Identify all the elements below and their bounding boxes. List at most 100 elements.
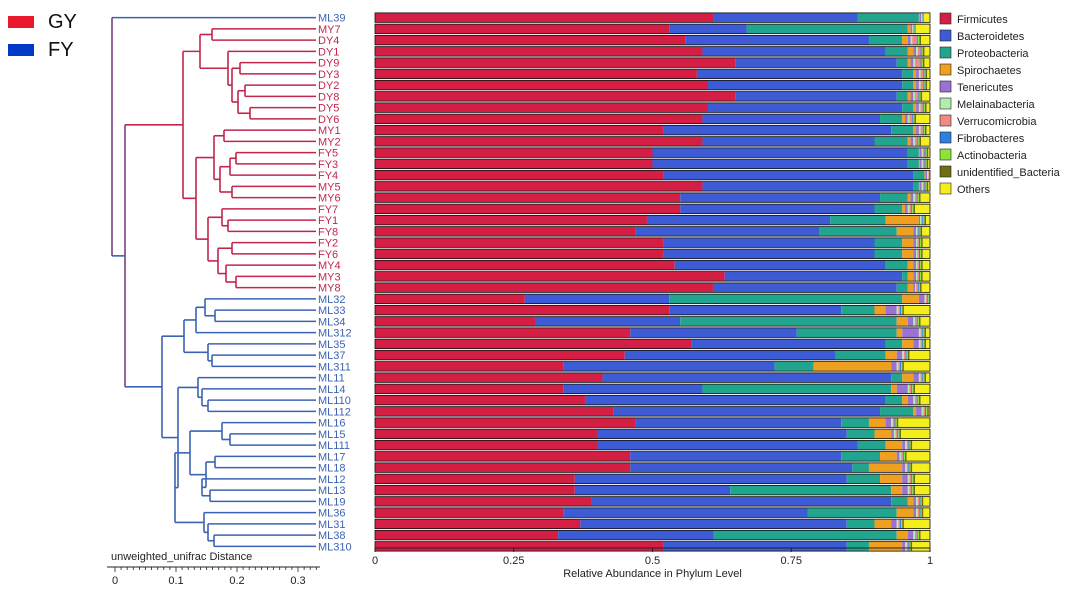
bar-segment-others-fill — [923, 462, 930, 473]
dendrogram-node — [211, 28, 316, 41]
bar-segment-unidentified-bacteria — [918, 395, 921, 405]
bar-row-dy8 — [374, 91, 931, 102]
bar-segment-tenericutes — [896, 350, 903, 360]
sample-label: ML311 — [318, 361, 351, 373]
bar-segment-fibrobacteres — [918, 271, 921, 282]
bar-segment-actinobacteria — [920, 507, 922, 518]
bar-segment-tenericutes — [896, 451, 900, 462]
bar-outline — [374, 372, 931, 383]
bar-segment-bacteroidetes — [597, 429, 847, 439]
bar-segment-proteobacteria — [902, 69, 914, 79]
bar-segment-proteobacteria — [680, 316, 897, 327]
bar-outline — [374, 529, 931, 541]
sample-label: ML36 — [318, 508, 346, 520]
bar-segment-verrucomicrobia — [915, 316, 917, 327]
group-label-gy: GY — [48, 10, 77, 33]
bar-segment-spirochaetes — [907, 260, 914, 270]
sample-label: DY9 — [318, 58, 339, 70]
group-legend-item-fy: FY — [8, 36, 77, 64]
dendrogram-node — [221, 421, 316, 441]
bar-segment-others — [921, 282, 928, 293]
sample-label: ML13 — [318, 485, 346, 497]
bar-segment-spirochaetes — [907, 271, 914, 282]
bar-segment-melainabacteria — [915, 282, 917, 293]
bar-segment-others-fill — [927, 282, 930, 293]
bar-segment-bacteroidetes — [735, 91, 897, 102]
bar-segment-unidentified-bacteria — [920, 282, 922, 293]
sample-label: ML111 — [318, 440, 350, 452]
bar-segment-tenericutes — [913, 226, 917, 237]
dendrogram-node — [227, 219, 316, 233]
bar-segment-melainabacteria — [913, 57, 916, 68]
bar-segment-fibrobacteres — [917, 136, 919, 147]
bar-segment-others-fill — [927, 91, 930, 102]
bar-segment-spirochaetes — [907, 24, 911, 34]
bar-segment-others — [920, 395, 930, 405]
bar-segment-fibrobacteres — [911, 485, 913, 495]
bar-segment-fibrobacteres — [924, 159, 926, 169]
bar-segment-actinobacteria — [901, 519, 903, 529]
bar-segment-verrucomicrobia — [928, 170, 930, 180]
bar-segment-others — [922, 260, 929, 270]
bar-segment-spirochaetes — [874, 305, 886, 315]
bar-segment-spirochaetes — [918, 147, 921, 158]
bar-segment-tenericutes — [918, 215, 921, 225]
bar-segment-tenericutes — [902, 541, 906, 552]
bar-segment-actinobacteria — [918, 136, 920, 147]
bar-segment-melainabacteria — [902, 350, 904, 360]
legend-swatch-fibrobacteres — [939, 131, 952, 144]
bar-segment-fibrobacteres — [925, 406, 927, 417]
bar-segment-melainabacteria — [905, 462, 907, 473]
bar-segment-melainabacteria — [907, 474, 910, 484]
bar-segment-verrucomicrobia — [906, 541, 909, 552]
bar-segment-spirochaetes — [907, 496, 914, 507]
bar-segment-tenericutes — [896, 384, 908, 394]
bar-segment-others-fill — [926, 485, 930, 495]
bar-segment-melainabacteria — [913, 91, 916, 102]
bar-segment-spirochaetes — [880, 474, 903, 484]
bar-segment-melainabacteria — [916, 507, 918, 518]
bar-segment-actinobacteria — [920, 496, 922, 507]
bar-segment-unidentified-bacteria — [925, 125, 927, 135]
bar-segment-bacteroidetes — [663, 249, 875, 259]
tree-distance-scale: unweighted_unifrac Distance 0 0.1 0.2 0.3 — [107, 551, 320, 587]
sample-label: MY4 — [318, 260, 341, 272]
bar-segment-verrucomicrobia — [915, 395, 917, 405]
bar-segment-verrucomicrobia — [920, 372, 923, 383]
dendrogram-node — [203, 511, 316, 534]
bar-segment-unidentified-bacteria — [902, 519, 904, 529]
bar-outline — [374, 124, 931, 136]
dendrogram-node — [223, 129, 316, 143]
bar-segment-bacteroidetes — [669, 305, 842, 315]
bar-segment-tenericutes — [913, 271, 917, 282]
bar-segment-verrucomicrobia — [922, 181, 925, 192]
bar-row-my5 — [374, 181, 931, 192]
bar-segment-verrucomicrobia — [920, 125, 923, 135]
bar-segment-melainabacteria — [921, 12, 922, 23]
bar-segment-melainabacteria — [896, 519, 899, 529]
bar-segment-tenericutes — [907, 395, 914, 405]
bar-segment-melainabacteria — [924, 294, 927, 304]
bar-segment-firmicutes — [375, 372, 603, 383]
bar-segment-verrucomicrobia — [898, 519, 901, 529]
bar-segment-verrucomicrobia — [917, 46, 921, 57]
bar-segment-unidentified-bacteria — [910, 462, 913, 473]
bar-segment-fibrobacteres — [908, 440, 910, 450]
bar-segment-proteobacteria — [885, 260, 908, 270]
dendrogram-node — [231, 185, 316, 199]
bar-segment-unidentified-bacteria — [924, 327, 927, 338]
bar-segment-firmicutes — [375, 226, 636, 237]
bar-segment-actinobacteria — [917, 530, 919, 540]
bar-segment-fibrobacteres — [922, 215, 924, 225]
bar-segment-verrucomicrobia — [916, 282, 918, 293]
bar-outline — [374, 439, 931, 451]
bar-segment-tenericutes — [910, 136, 914, 147]
bar-segment-spirochaetes — [907, 91, 911, 102]
bar-segment-tenericutes — [902, 474, 908, 484]
legend-label-firmicutes: Firmicutes — [957, 14, 1008, 26]
bar-segment-unidentified-bacteria — [927, 406, 929, 417]
bar-row-fy3 — [374, 158, 931, 170]
bar-outline — [374, 316, 931, 327]
bar-segment-others-fill — [920, 417, 930, 428]
bar-segment-tenericutes — [913, 249, 917, 259]
